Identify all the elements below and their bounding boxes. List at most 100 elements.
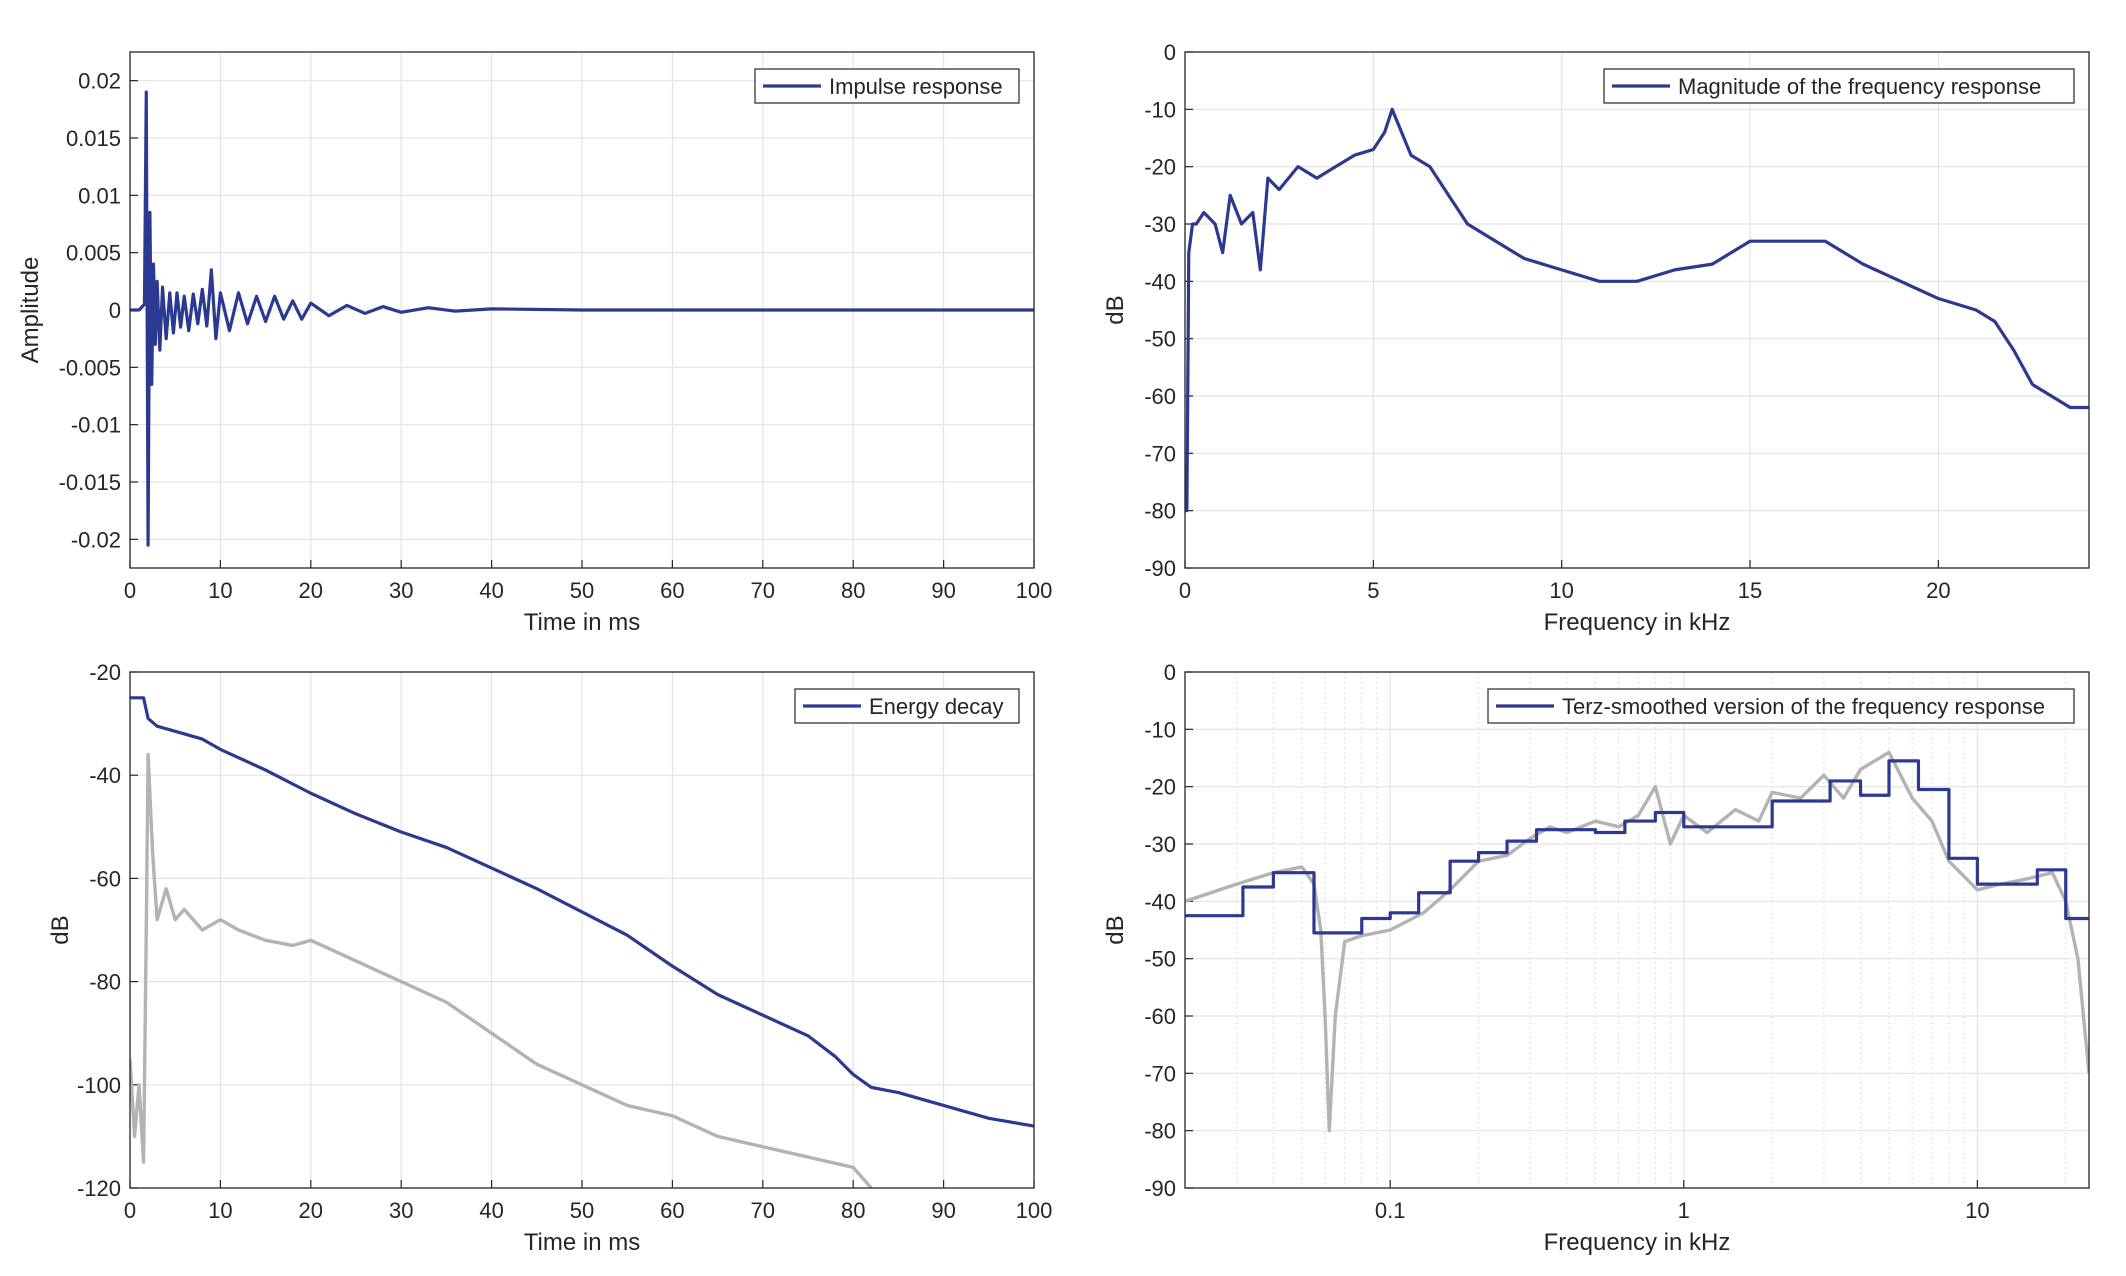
unsmoothed-series-line [1185,750,2089,1133]
y-tick-label: -90 [1144,556,1176,581]
legend-label: Terz-smoothed version of the frequency r… [1562,694,2045,719]
y-tick-label: 0.01 [78,183,121,208]
series-group [130,90,1034,547]
x-tick-label: 80 [841,578,865,603]
x-tick-label: 80 [841,1198,865,1223]
x-tick-label: 50 [570,1198,594,1223]
x-tick-label: 70 [751,578,775,603]
legend: Terz-smoothed version of the frequency r… [1487,688,2075,724]
y-tick-label: -0.015 [59,470,121,495]
axes-box [129,671,1035,1189]
y-tick-label: -100 [77,1073,121,1098]
y-tick-label: -40 [1144,889,1176,914]
x-tick-label: 10 [208,1198,232,1223]
x-tick-label: 20 [299,578,323,603]
x-axis-label: Time in ms [524,609,640,636]
legend-label: Impulse response [829,74,1003,99]
x-tick-label: 70 [751,1198,775,1223]
y-tick-label: -50 [1144,327,1176,352]
y-tick-label: -120 [77,1176,121,1201]
y-tick-label: -80 [89,970,121,995]
y-tick-label: -70 [1144,441,1176,466]
y-tick-label: 0 [1164,660,1176,685]
y-tick-label: -0.01 [71,413,121,438]
x-tick-label: 5 [1367,578,1379,603]
legend: Magnitude of the frequency response [1603,68,2075,104]
y-tick-label: -20 [1144,155,1176,180]
y-tick-label: 0.005 [66,241,121,266]
x-tick-label: 0 [124,578,136,603]
y-tick-label: -60 [89,866,121,891]
axes-box [1184,671,2090,1189]
frequency-response-panel: 0 5 10 15 20 -90 -80 -70 -60 -50 -40 -30 -20 -10 0 Freq… [1102,40,2090,636]
y-tick-label: -0.02 [71,527,121,552]
y-tick-label: -20 [1144,775,1176,800]
axes-box [129,51,1035,569]
y-tick-label: -30 [1144,212,1176,237]
legend-label: Magnitude of the frequency response [1678,74,2041,99]
y-tick-label: -70 [1144,1061,1176,1086]
impulse-response-panel: 0 10 20 30 40 50 60 70 80 90 100 -0.02 -0.015 -0.01 -0… [17,51,1053,636]
y-tick-label: 0 [109,298,121,323]
y-tick-label: -80 [1144,499,1176,524]
legend: Impulse response [754,68,1020,104]
y-tick-label: -90 [1144,1176,1176,1201]
x-tick-label: 10 [1549,578,1573,603]
y-tick-label: 0.015 [66,126,121,151]
legend: Energy decay [794,688,1020,724]
x-axis-label: Frequency in kHz [1544,609,1731,636]
x-tick-label: 30 [389,578,413,603]
series-line-0 [130,696,1034,1128]
x-tick-label: 40 [479,578,503,603]
y-tick-label: -40 [1144,269,1176,294]
y-tick-label: -80 [1144,1119,1176,1144]
plot-area [1185,52,2089,568]
x-tick-label: 15 [1738,578,1762,603]
y-axis-label: dB [1102,295,1129,324]
y-tick-label: 0.02 [78,69,121,94]
x-tick-label: 90 [931,578,955,603]
legend-label: Energy decay [869,694,1004,719]
y-tick-label: -10 [1144,717,1176,742]
y-axis-label: Amplitude [17,257,44,364]
x-tick-label: 0 [1179,578,1191,603]
x-axis-label: Time in ms [524,1229,640,1256]
x-tick-label: 1 [1678,1198,1690,1223]
y-tick-label: -50 [1144,947,1176,972]
legend-box [1487,688,2075,724]
y-tick-label: -30 [1144,832,1176,857]
x-tick-label: 100 [1016,1198,1053,1223]
x-tick-label: 0 [124,1198,136,1223]
y-tick-label: -20 [89,660,121,685]
axes-box [1184,51,2090,569]
series-group [1185,107,2089,513]
series-group [130,696,1034,1188]
x-tick-label: 60 [660,1198,684,1223]
y-tick-label: -60 [1144,384,1176,409]
x-tick-label: 20 [299,1198,323,1223]
x-tick-label: 20 [1926,578,1950,603]
series-line-0 [130,90,1034,547]
x-tick-label: 10 [208,578,232,603]
x-tick-label: 40 [479,1198,503,1223]
x-axis-label: Frequency in kHz [1544,1229,1731,1256]
x-tick-label: 100 [1016,578,1053,603]
plot-area [1185,672,2089,1188]
x-tick-label: 90 [931,1198,955,1223]
terz-smoothed-panel: 0.1 1 10 -90 -80 -70 -60 -50 -40 -30 -20 -10 0 Freque… [1102,660,2090,1256]
y-tick-label: -60 [1144,1004,1176,1029]
x-tick-label: 10 [1965,1198,1989,1223]
series-line-0 [1185,759,2089,935]
y-tick-label: -40 [89,763,121,788]
y-axis-label: dB [1102,915,1129,944]
x-tick-label: 0.1 [1375,1198,1406,1223]
series-group [1185,750,2089,1133]
y-axis-label: dB [47,915,74,944]
y-tick-label: -0.005 [59,355,121,380]
series-line-0 [1185,107,2089,513]
x-tick-label: 60 [660,578,684,603]
energy-decay-panel: 0 10 20 30 40 50 60 70 80 90 100 -120 -100 -80 -60 -40 -… [47,660,1052,1256]
x-tick-label: 50 [570,578,594,603]
y-tick-label: 0 [1164,40,1176,65]
